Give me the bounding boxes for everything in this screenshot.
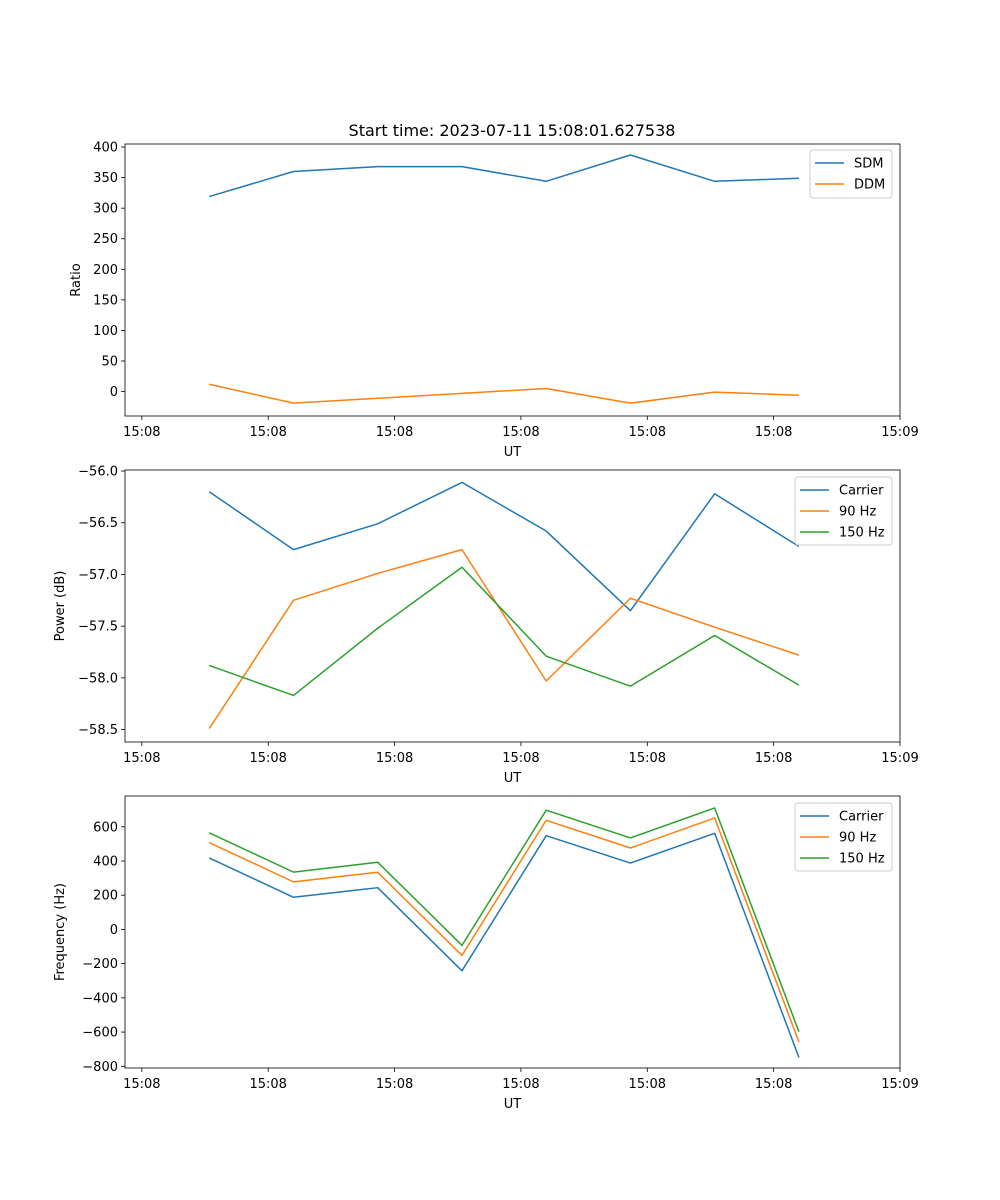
y-tick-label: −58.5 (78, 723, 118, 738)
series-line-sdm (209, 154, 799, 198)
figure-title: Start time: 2023-07-11 15:08:01.627538 (349, 121, 676, 140)
x-tick-label: 15:08 (629, 425, 666, 440)
series-line-90-hz (208, 548, 800, 729)
x-tick-label: 15:08 (249, 425, 286, 440)
power-panel: 15:08 15:08 15:08 15:08 15:08 15:08 15:09 −58.5… (53, 465, 919, 786)
legend-label-sdm: SDM (854, 157, 883, 172)
y-tick-label: −800 (82, 1060, 118, 1075)
legend-label-150-hz: 150 Hz (839, 526, 885, 541)
x-axis-label: UT (504, 445, 522, 460)
x-tick-label: 15:08 (123, 1077, 160, 1092)
x-tick-label: 15:08 (502, 425, 539, 440)
series-line-150-hz (208, 807, 800, 1032)
x-tick-label: 15:08 (502, 1077, 539, 1092)
y-tick-label: 400 (93, 141, 118, 156)
x-tick-label: 15:08 (376, 1077, 413, 1092)
y-axis-label: Ratio (69, 263, 84, 296)
y-tick-label: 350 (93, 171, 118, 186)
y-tick-label: 0 (110, 385, 118, 400)
x-tick-label: 15:08 (376, 751, 413, 766)
legend-label-90-hz: 90 Hz (839, 831, 876, 846)
x-tick-label: 15:08 (629, 751, 666, 766)
legend-label-150-hz: 150 Hz (839, 852, 885, 867)
series-line-ddm (209, 383, 799, 404)
y-tick-label: −57.0 (78, 568, 118, 583)
legend-label-ddm: DDM (854, 178, 885, 193)
series-line-carrier (208, 481, 800, 612)
y-tick-label: 200 (93, 889, 118, 904)
x-tick-label: 15:08 (123, 751, 160, 766)
x-tick-label: 15:08 (249, 1077, 286, 1092)
y-tick-label: 0 (110, 923, 118, 938)
x-tick-label: 15:08 (249, 751, 286, 766)
y-tick-label: −58.0 (78, 671, 118, 686)
series-line-150-hz (208, 566, 800, 697)
y-tick-label: 600 (93, 820, 118, 835)
axes-frame (124, 795, 901, 1069)
y-axis-label: Frequency (Hz) (53, 883, 68, 981)
y-axis-label: Power (dB) (53, 571, 68, 642)
legend-box (794, 476, 893, 546)
y-tick-label: 150 (93, 293, 118, 308)
series-line-90-hz (208, 817, 800, 1043)
ratio-panel: 15:08 15:08 15:08 15:08 15:08 15:08 15:09 0 50 10… (69, 141, 919, 460)
legend-label-carrier: Carrier (839, 810, 884, 825)
x-axis-label: UT (504, 771, 522, 786)
y-tick-label: −600 (82, 1026, 118, 1041)
x-tick-label: 15:08 (376, 425, 413, 440)
y-tick-label: −400 (82, 991, 118, 1006)
y-tick-label: 50 (101, 354, 118, 369)
x-tick-label: 15:09 (881, 1077, 918, 1092)
x-tick-label: 15:08 (755, 425, 792, 440)
y-tick-label: 300 (93, 202, 118, 217)
frequency-panel: 15:08 15:08 15:08 15:08 15:08 15:08 15:09 −800 −… (53, 795, 919, 1112)
y-tick-label: 250 (93, 232, 118, 247)
legend-box (794, 802, 893, 872)
y-tick-label: −200 (82, 957, 118, 972)
y-tick-label: 100 (93, 324, 118, 339)
x-axis-label: UT (504, 1097, 522, 1112)
legend-label-carrier: Carrier (839, 484, 884, 499)
x-tick-label: 15:08 (629, 1077, 666, 1092)
y-tick-label: 400 (93, 855, 118, 870)
x-tick-label: 15:09 (881, 425, 918, 440)
x-tick-label: 15:09 (881, 751, 918, 766)
x-tick-label: 15:08 (755, 751, 792, 766)
y-tick-label: −57.5 (78, 620, 118, 635)
y-tick-label: −56.5 (78, 516, 118, 531)
axes-frame (124, 143, 901, 417)
x-tick-label: 15:08 (502, 751, 539, 766)
series-line-carrier (208, 832, 800, 1058)
x-tick-label: 15:08 (123, 425, 160, 440)
y-tick-label: 200 (93, 263, 118, 278)
axes-frame (124, 469, 901, 743)
y-tick-label: −56.0 (78, 465, 118, 480)
legend-box (809, 149, 893, 199)
legend-label-90-hz: 90 Hz (839, 505, 876, 520)
x-tick-label: 15:08 (755, 1077, 792, 1092)
